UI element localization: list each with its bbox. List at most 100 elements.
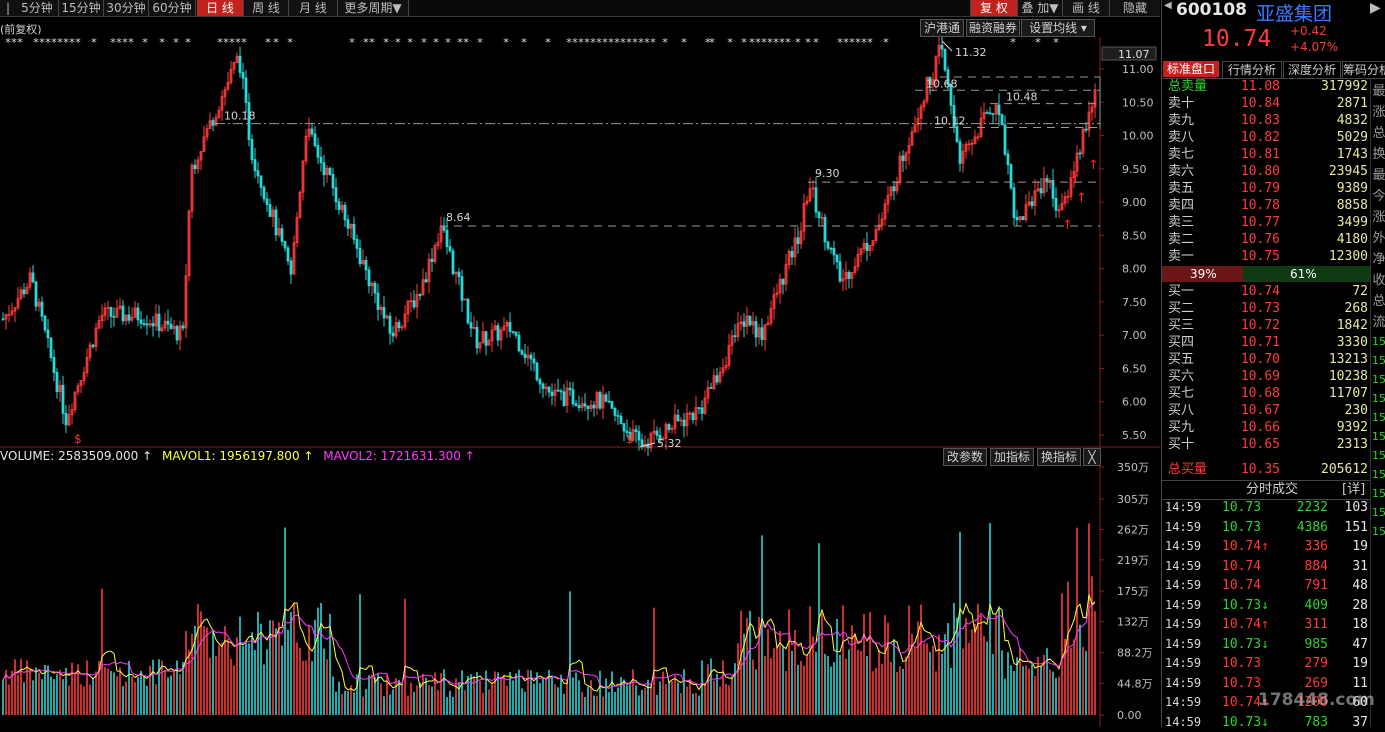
bid-row[interactable]: 买五 10.70 13213 [1162, 351, 1370, 368]
period-tab-60min[interactable]: 60分钟 [149, 0, 196, 16]
buy-arrow-icon: ↑ [1076, 191, 1087, 206]
volume-axis-label: 0.00 [1117, 709, 1142, 722]
bid-row[interactable]: 买三 10.72 1842 [1162, 317, 1370, 334]
adjust-rights-button[interactable]: 复 权 [970, 0, 1017, 16]
candle-body [692, 413, 694, 419]
candle-body [287, 248, 289, 261]
bid-row[interactable]: 买九 10.66 9392 [1162, 419, 1370, 436]
ask-label: 卖七 [1168, 146, 1194, 163]
event-marker-icon: * [727, 36, 733, 49]
annotation-10-48: 10.48 [1006, 91, 1038, 104]
ask-row[interactable]: 卖二 10.76 4180 [1162, 231, 1370, 248]
bid-row[interactable]: 买四 10.71 3330 [1162, 334, 1370, 351]
bid-row[interactable]: 买一 10.74 72 [1162, 283, 1370, 300]
event-marker-icon: * [383, 36, 389, 49]
trade-row: 14:59 10.73↓ 409 28 [1162, 596, 1370, 616]
chart-canvas[interactable]: 11.0010.5010.009.509.008.508.007.507.006… [0, 17, 1160, 727]
event-marker-icon: * [1010, 36, 1016, 49]
candle-body [431, 259, 433, 261]
switch-indicator-button[interactable]: 换指标 [1037, 448, 1081, 466]
bid-row[interactable]: 买七 10.68 11707 [1162, 385, 1370, 402]
ask-row[interactable]: 卖三 10.77 3499 [1162, 214, 1370, 231]
trade-price: 10.74↑ [1222, 615, 1282, 635]
period-toolbar: | 5分钟 15分钟 30分钟 60分钟 日 线 周 线 月 线 更多周期▼ 复… [0, 0, 1160, 17]
trade-price: 10.74 [1222, 576, 1282, 596]
ask-volume: 12300 [1282, 248, 1368, 265]
period-tab-more[interactable]: 更多周期▼ [338, 0, 409, 16]
hide-button[interactable]: 隐藏 [1109, 0, 1160, 16]
price-axis-label: 8.00 [1122, 263, 1147, 276]
ask-row[interactable]: 卖五 10.79 9389 [1162, 180, 1370, 197]
trade-time: 14:59 [1165, 713, 1201, 732]
bid-row[interactable]: 买六 10.69 10238 [1162, 368, 1370, 385]
annotation-8-64: 8.64 [446, 211, 471, 224]
tab-chip-analysis[interactable]: 筹码分析 [1342, 61, 1385, 79]
ask-volume: 8858 [1282, 197, 1368, 214]
candle-body [50, 338, 52, 358]
candle-body [515, 332, 517, 335]
expand-arrow-icon[interactable]: ▶ [1370, 0, 1381, 16]
overlay-button[interactable]: 叠 加▼ [1017, 0, 1062, 16]
ask-row[interactable]: 卖四 10.78 8858 [1162, 197, 1370, 214]
ask-volume: 4180 [1282, 231, 1368, 248]
candle-body [356, 239, 358, 248]
volume-axis-label: 305万 [1117, 493, 1149, 506]
event-marker-icon: * [159, 36, 165, 49]
price-axis-label: 10.50 [1122, 96, 1154, 109]
event-marker-icon: * [1053, 36, 1059, 49]
close-indicator-icon[interactable]: ╳ [1083, 448, 1101, 466]
high-pointer [942, 41, 952, 51]
ma-settings-button[interactable]: 设置均线 ▾ [1021, 19, 1095, 37]
period-tab-5min[interactable]: 5分钟 [16, 0, 59, 16]
period-tab-monthly[interactable]: 月 线 [289, 0, 338, 16]
bid-row[interactable]: 买二 10.73 268 [1162, 300, 1370, 317]
candle-body [419, 295, 421, 296]
ask-row[interactable]: 卖一 10.75 12300 [1162, 248, 1370, 265]
period-tab-weekly[interactable]: 周 线 [244, 0, 289, 16]
period-tab-30min[interactable]: 30分钟 [104, 0, 149, 16]
price-axis-label: 11.00 [1122, 63, 1154, 76]
candle-body [347, 220, 349, 228]
tab-market-analysis[interactable]: 行情分析 [1222, 61, 1282, 79]
bid-row[interactable]: 买十 10.65 2313 [1162, 436, 1370, 453]
ask-row[interactable]: 卖十 10.84 2871 [1162, 95, 1370, 112]
bid-row[interactable]: 买八 10.67 230 [1162, 402, 1370, 419]
candle-body [560, 391, 562, 392]
event-marker-icon: * [662, 36, 668, 49]
candle-body [593, 405, 595, 408]
side-code-label: 15 [1372, 487, 1385, 500]
candle-body [113, 316, 115, 317]
price-axis-label: 9.50 [1122, 163, 1147, 176]
draw-lines-button[interactable]: 画 线 [1062, 0, 1109, 16]
dropdown-triangle-icon: ▾ [1081, 21, 1087, 35]
candle-body [569, 388, 571, 390]
margin-trading-button[interactable]: 融资融券 [966, 19, 1020, 37]
buy-arrow-icon: ↑ [1070, 172, 1081, 187]
tab-deep-analysis[interactable]: 深度分析 [1283, 61, 1341, 79]
tab-standard-book[interactable]: 标准盘口 [1163, 61, 1219, 77]
candle-body [446, 230, 448, 246]
candle-body [176, 326, 178, 340]
candle-body [992, 114, 994, 115]
trade-price: 10.73 [1222, 654, 1282, 674]
collapse-arrow-icon[interactable]: ◀ [1164, 0, 1172, 11]
ask-row[interactable]: 卖七 10.81 1743 [1162, 146, 1370, 163]
period-tab-daily[interactable]: 日 线 [197, 0, 244, 16]
period-tab-15min[interactable]: 15分钟 [59, 0, 104, 16]
candle-body [941, 45, 943, 49]
ask-row[interactable]: 卖六 10.80 23945 [1162, 163, 1370, 180]
ask-row[interactable]: 卖八 10.82 5029 [1162, 129, 1370, 146]
annotation-10-18: 10.18 [224, 110, 256, 123]
candle-body [146, 324, 148, 325]
menu-toggle[interactable]: | [0, 0, 17, 16]
ask-row[interactable]: 卖九 10.83 4832 [1162, 112, 1370, 129]
bid-price: 10.70 [1224, 351, 1280, 368]
trades-detail-link[interactable]: [详] [1342, 481, 1365, 499]
edit-params-button[interactable]: 改参数 [943, 448, 987, 466]
hk-connect-button[interactable]: 沪港通 [920, 19, 964, 37]
bid-volume: 10238 [1282, 368, 1368, 385]
bid-volume: 13213 [1282, 351, 1368, 368]
candle-body [638, 432, 640, 440]
add-indicator-button[interactable]: 加指标 [990, 448, 1034, 466]
